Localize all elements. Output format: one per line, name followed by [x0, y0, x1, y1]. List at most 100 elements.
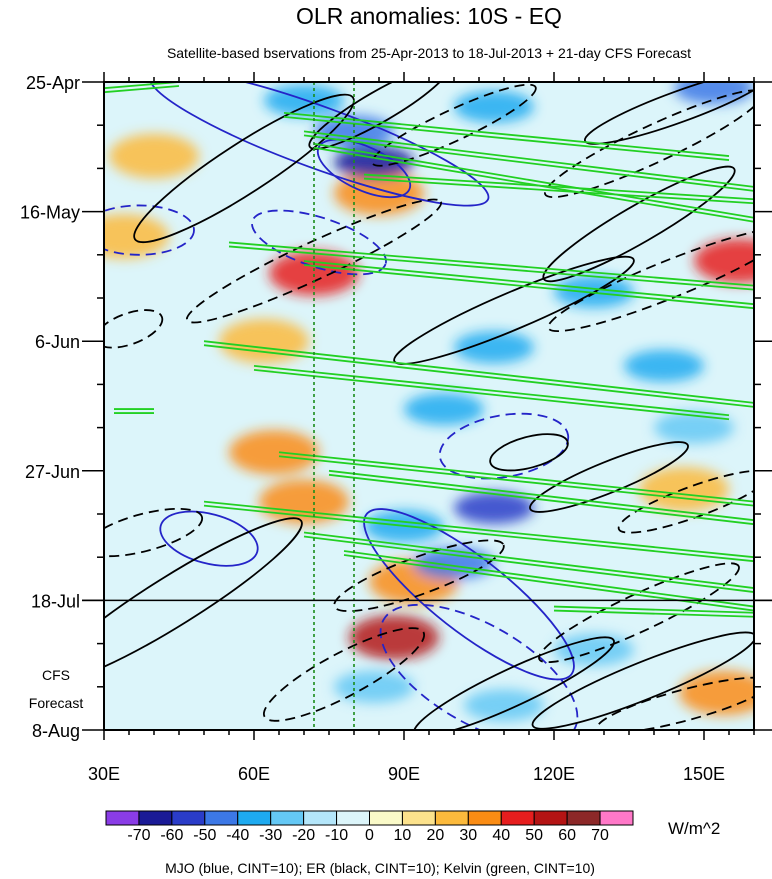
anomaly-patch-25 [674, 82, 754, 105]
y-tick-label-63: 27-Jun [25, 462, 80, 482]
colorbar-box-13 [533, 810, 568, 826]
er-contour-15 [333, 539, 505, 612]
x-axis: 30E 60E 90E 120E 150E [88, 72, 755, 784]
x-tick-label-150: 150E [683, 764, 725, 784]
er-contour-17 [413, 636, 615, 730]
anomaly-patch-4 [219, 318, 309, 364]
colorbar-label-60: 60 [558, 827, 576, 844]
er-contour-3 [185, 198, 443, 324]
er-contour-12 [617, 469, 754, 534]
colorbar-label--70: -70 [127, 827, 150, 844]
er-contour-0 [133, 93, 355, 244]
y-tick-label-0: 25-Apr [26, 73, 80, 93]
anomaly-patch-19 [454, 491, 534, 524]
mjo-contour-6 [363, 508, 575, 681]
colorbar-label-40: 40 [492, 827, 510, 844]
kelvin-contour-9 [114, 408, 154, 414]
er-contour-16 [538, 562, 740, 664]
kelvin-contour-15 [553, 605, 754, 618]
colorbar-box-0 [105, 810, 140, 826]
kelvin-contour-0 [104, 82, 180, 94]
er-contour-6 [583, 82, 754, 145]
y-axis: 25-Apr 16-May 6-Jun 27-Jun 18-Jul 8-Aug [20, 73, 772, 741]
colorbar-box-9 [401, 810, 436, 826]
colorbar-box-6 [303, 810, 338, 826]
colorbar-box-15 [599, 810, 634, 826]
colorbar-box-10 [434, 810, 469, 826]
anomaly-patch-15 [454, 90, 534, 123]
colorbar-label-70: 70 [591, 827, 609, 844]
mjo-contour-5 [159, 510, 259, 567]
plot-area [104, 82, 754, 730]
er-contour-1 [308, 82, 450, 150]
y-tick-label-84: 18-Jul [31, 591, 80, 611]
anomaly-patch-17 [454, 331, 534, 364]
kelvin-contour-11 [328, 469, 754, 526]
colorbar-label-50: 50 [525, 827, 543, 844]
colorbar-label--60: -60 [160, 827, 183, 844]
colorbar-box-3 [204, 810, 239, 826]
kelvin-contour-1 [283, 111, 730, 161]
mjo-contour-1 [316, 138, 412, 199]
colorbar-box-4 [237, 810, 272, 826]
reference-longitude-lines [313, 82, 355, 730]
y-tick-label-42: 6-Jun [35, 332, 80, 352]
forecast-label-line2: Forecast [29, 695, 84, 711]
x-tick-label-30: 30E [88, 764, 120, 784]
x-tick-label-60: 60E [238, 764, 270, 784]
y-tick-label-21: 16-May [20, 203, 80, 223]
colorbar-label--10: -10 [325, 827, 348, 844]
colorbar-box-7 [336, 810, 370, 826]
anomaly-patch-23 [464, 689, 544, 722]
colorbar-box-14 [566, 810, 601, 826]
er-contour-2 [371, 83, 537, 167]
mjo-contours [104, 82, 579, 730]
er-contour-14 [104, 517, 303, 684]
mjo-contour-3 [251, 209, 387, 276]
colorbar: -70 -60 -50 -40 -30 -20 -10 0 10 20 30 40 50 60 70 [105, 810, 634, 844]
x-tick-label-90: 90E [388, 764, 420, 784]
kelvin-contour-10 [278, 451, 754, 507]
kelvin-contour-14 [343, 550, 754, 612]
anomaly-patch-8 [349, 615, 439, 660]
anomaly-patch-27 [654, 411, 734, 444]
colorbar-box-1 [138, 810, 173, 826]
forecast-label-line1: CFS [42, 667, 70, 683]
mjo-contour-0 [148, 82, 490, 207]
anomaly-patch-18 [404, 393, 484, 426]
kelvin-contours [104, 82, 754, 618]
er-contour-10 [489, 433, 569, 472]
colorbar-label-30: 30 [459, 827, 477, 844]
er-contour-9 [104, 309, 164, 349]
colorbar-box-8 [369, 810, 403, 826]
colorbar-label--20: -20 [292, 827, 315, 844]
chart-title: OLR anomalies: 10S - EQ [296, 3, 562, 29]
er-contour-20 [596, 676, 754, 730]
colorbar-label-10: 10 [394, 827, 412, 844]
kelvin-contour-7 [203, 340, 754, 408]
er-contour-13 [104, 507, 204, 558]
anomaly-patch-26 [624, 349, 704, 382]
kelvin-contour-12 [203, 500, 754, 563]
anomaly-patch-1 [104, 214, 169, 259]
colorbar-box-12 [500, 810, 535, 826]
chart-footer: MJO (blue, CINT=10); ER (black, CINT=10)… [165, 860, 595, 876]
er-contour-7 [393, 255, 635, 365]
anomaly-patch-3 [269, 251, 359, 296]
x-tick-label-120: 120E [533, 764, 575, 784]
colorbar-units: W/m^2 [668, 819, 720, 838]
colorbar-box-5 [270, 810, 305, 826]
mjo-contour-4 [438, 412, 570, 480]
anomaly-patch-5 [229, 430, 319, 475]
anomaly-patch-0 [109, 133, 199, 179]
anomaly-patch-10 [679, 670, 754, 716]
er-contour-5 [544, 89, 754, 199]
kelvin-contour-2 [303, 130, 754, 192]
colorbar-label-0: 0 [365, 827, 374, 844]
er-contour-18 [262, 627, 426, 722]
colorbar-box-2 [171, 810, 206, 826]
mjo-contour-2 [104, 204, 195, 256]
chart-subtitle: Satellite-based bservations from 25-Apr-… [167, 45, 691, 61]
kelvin-contour-4 [363, 173, 754, 205]
